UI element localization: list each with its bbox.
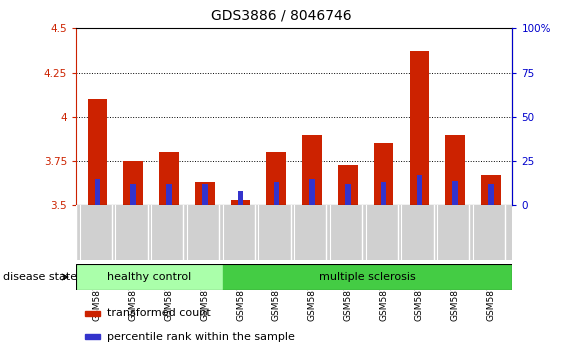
Bar: [338, 165, 358, 205]
Bar: [131, 184, 136, 205]
Bar: [409, 51, 429, 205]
Bar: [452, 181, 458, 205]
Bar: [345, 184, 351, 205]
Bar: [76, 264, 222, 290]
Bar: [445, 135, 465, 205]
Bar: [159, 152, 179, 205]
Bar: [274, 182, 279, 205]
Bar: [231, 200, 251, 205]
Bar: [85, 311, 100, 316]
Bar: [266, 152, 286, 205]
Bar: [88, 99, 108, 205]
Bar: [222, 264, 512, 290]
Text: healthy control: healthy control: [107, 272, 191, 282]
Bar: [381, 182, 386, 205]
Text: transformed count: transformed count: [108, 308, 211, 318]
Bar: [166, 184, 172, 205]
Bar: [374, 143, 394, 205]
Bar: [85, 334, 100, 339]
Bar: [123, 161, 143, 205]
Bar: [95, 179, 100, 205]
Bar: [309, 179, 315, 205]
Bar: [302, 135, 322, 205]
Bar: [488, 184, 494, 205]
Bar: [481, 175, 501, 205]
Text: percentile rank within the sample: percentile rank within the sample: [108, 331, 296, 342]
Bar: [195, 182, 215, 205]
Text: disease state: disease state: [3, 272, 77, 282]
Bar: [238, 191, 243, 205]
Bar: [202, 184, 208, 205]
Text: GDS3886 / 8046746: GDS3886 / 8046746: [211, 9, 352, 23]
Bar: [417, 175, 422, 205]
Text: multiple sclerosis: multiple sclerosis: [319, 272, 416, 282]
